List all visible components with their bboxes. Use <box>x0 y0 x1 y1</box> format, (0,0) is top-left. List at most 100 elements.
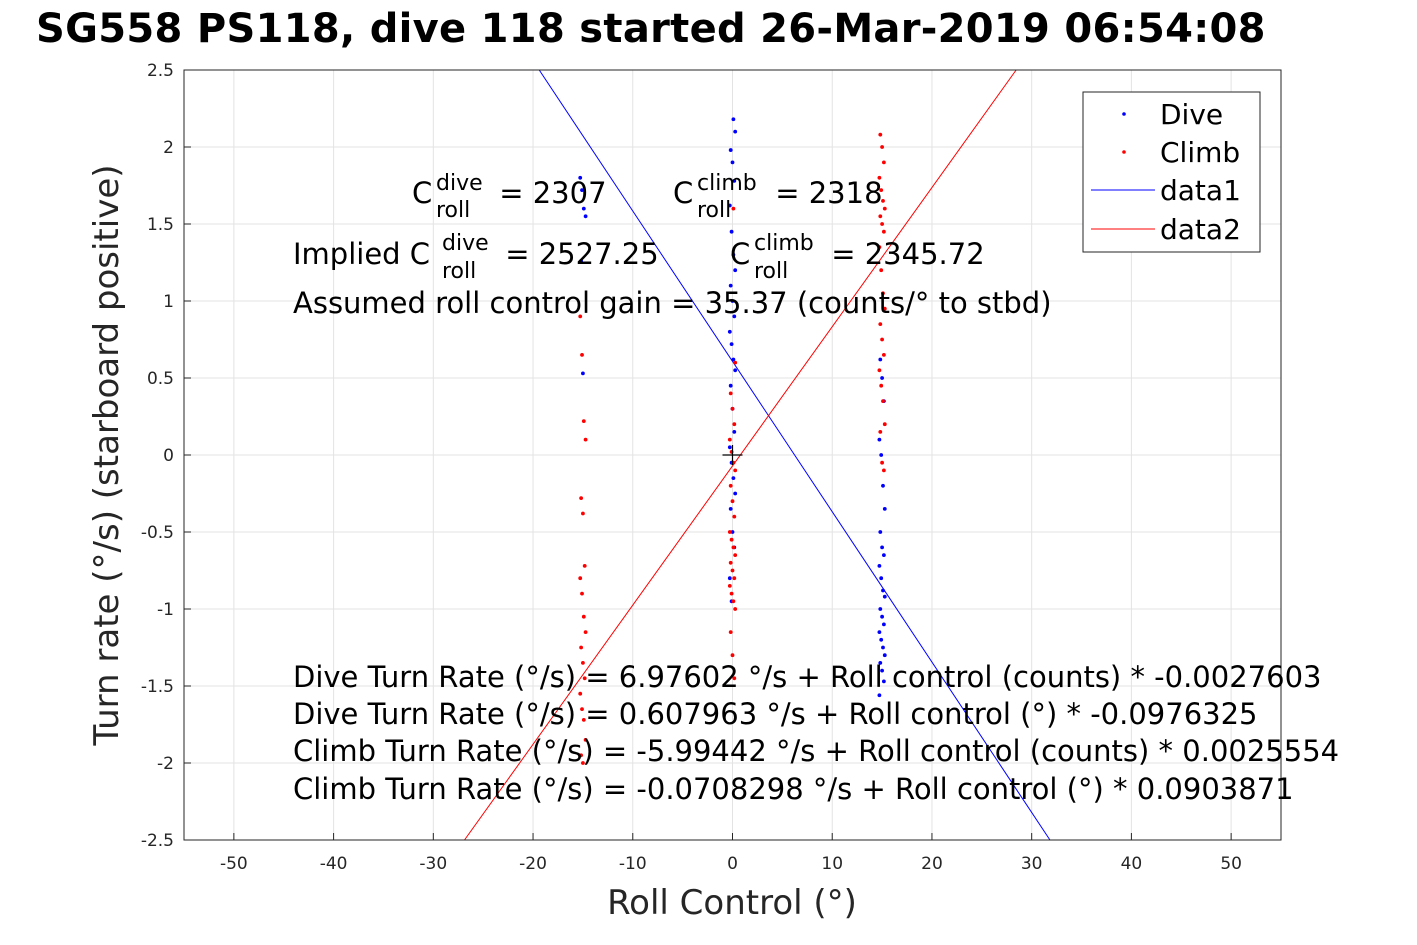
dive-point <box>727 576 732 581</box>
y-tick-label: 0 <box>163 446 174 466</box>
dive-point <box>881 553 886 557</box>
climb-point <box>583 630 588 634</box>
c-roll-climb-value: = 2318 <box>766 176 883 210</box>
c-roll-dive-value: = 2307 <box>490 176 607 210</box>
dive-point <box>877 630 882 634</box>
dive-point <box>730 299 735 303</box>
legend-data1-label: data1 <box>1160 174 1241 207</box>
dive-point <box>733 268 738 273</box>
climb-point <box>728 391 733 396</box>
climb-point <box>581 761 585 765</box>
climb-point <box>877 245 882 250</box>
legend-climb-marker <box>1122 150 1126 154</box>
x-tick-label: 50 <box>1220 854 1242 874</box>
legend-dive-label: Dive <box>1160 98 1223 131</box>
dive-point <box>882 507 887 511</box>
x-tick-label: 0 <box>727 854 738 874</box>
climb-point <box>732 676 737 681</box>
dive-point <box>877 437 882 442</box>
gain-annotation: Assumed roll control gain = 35.37 (count… <box>293 286 1052 320</box>
climb-point <box>731 599 736 604</box>
c-roll-climb-base: C <box>673 176 693 210</box>
equation-dive-counts: Dive Turn Rate (°/s) = 6.97602 °/s + Rol… <box>293 660 1321 694</box>
climb-point <box>733 553 738 557</box>
climb-point <box>583 437 588 442</box>
climb-point <box>579 496 584 501</box>
climb-point <box>880 337 884 342</box>
dive-point <box>728 383 733 388</box>
legend: Dive Climb data1 data2 <box>1082 91 1261 253</box>
plot-frame <box>183 69 1282 841</box>
dive-point <box>731 476 736 480</box>
dive-point <box>881 645 885 650</box>
climb-point <box>877 175 882 180</box>
dive-point <box>879 637 884 642</box>
chart-title: SG558 PS118, dive 118 started 26-Mar-201… <box>36 6 1266 52</box>
y-tick-label: 0.5 <box>147 369 174 389</box>
dive-point <box>727 329 732 334</box>
dive-point <box>880 545 884 550</box>
dive-point <box>732 314 737 319</box>
legend-data2-label: data2 <box>1160 213 1241 246</box>
y-tick-label: 1 <box>163 292 174 312</box>
climb-point <box>733 360 738 365</box>
dive-point <box>879 576 884 581</box>
implied-dive-sup: dive <box>442 231 489 256</box>
climb-point <box>729 537 734 542</box>
climb-point <box>728 630 733 634</box>
climb-point <box>579 753 584 758</box>
climb-point <box>728 483 733 488</box>
dive-point <box>881 483 885 488</box>
climb-point <box>730 653 735 658</box>
annotation-c-roll-climb: C climb roll = 2318 <box>673 171 883 223</box>
x-tick-label: 30 <box>1021 854 1043 874</box>
climb-point <box>582 563 587 568</box>
climb-point <box>882 422 887 427</box>
dive-point <box>879 453 884 457</box>
dive-point <box>881 679 886 684</box>
dive-point <box>730 160 735 165</box>
climb-point <box>578 576 583 581</box>
legend-dive-marker <box>1122 112 1126 116</box>
dive-point <box>733 368 738 373</box>
climb-point <box>880 460 884 465</box>
legend-climb-label: Climb <box>1160 136 1240 169</box>
dive-point <box>733 129 738 134</box>
climb-point <box>733 607 738 611</box>
climb-point <box>578 691 583 696</box>
climb-point <box>881 199 885 203</box>
dive-point <box>581 371 585 376</box>
y-tick-label: 1.5 <box>147 215 174 235</box>
climb-point <box>581 614 586 619</box>
dive-point <box>580 188 584 193</box>
fit-line-data1 <box>538 69 1051 841</box>
dive-point <box>878 661 883 665</box>
center-marker <box>722 445 743 465</box>
dive-point <box>877 693 882 698</box>
implied-climb-sub: roll <box>754 259 788 284</box>
climb-point <box>732 576 737 581</box>
c-roll-climb-sub: roll <box>697 198 731 223</box>
climb-point <box>877 368 882 373</box>
dive-point <box>878 607 883 611</box>
y-tick-label: 2.5 <box>147 61 174 81</box>
climb-point <box>882 206 887 211</box>
dive-point <box>729 229 734 234</box>
climb-point <box>578 314 583 319</box>
climb-point <box>733 468 738 473</box>
x-tick-label: -50 <box>220 854 248 874</box>
climb-point <box>581 511 585 516</box>
y-tick-label: 2 <box>163 138 174 158</box>
climb-point <box>728 560 733 565</box>
climb-point <box>880 222 884 226</box>
implied-dive-sub: roll <box>442 259 476 284</box>
climb-point <box>881 399 885 403</box>
climb-point <box>730 568 735 573</box>
climb-point <box>879 383 884 388</box>
dive-point <box>729 342 734 347</box>
climb-point <box>882 306 887 311</box>
implied-climb-base: C <box>730 237 750 271</box>
dive-point <box>880 614 884 619</box>
y-tick-label: -2 <box>157 754 174 774</box>
